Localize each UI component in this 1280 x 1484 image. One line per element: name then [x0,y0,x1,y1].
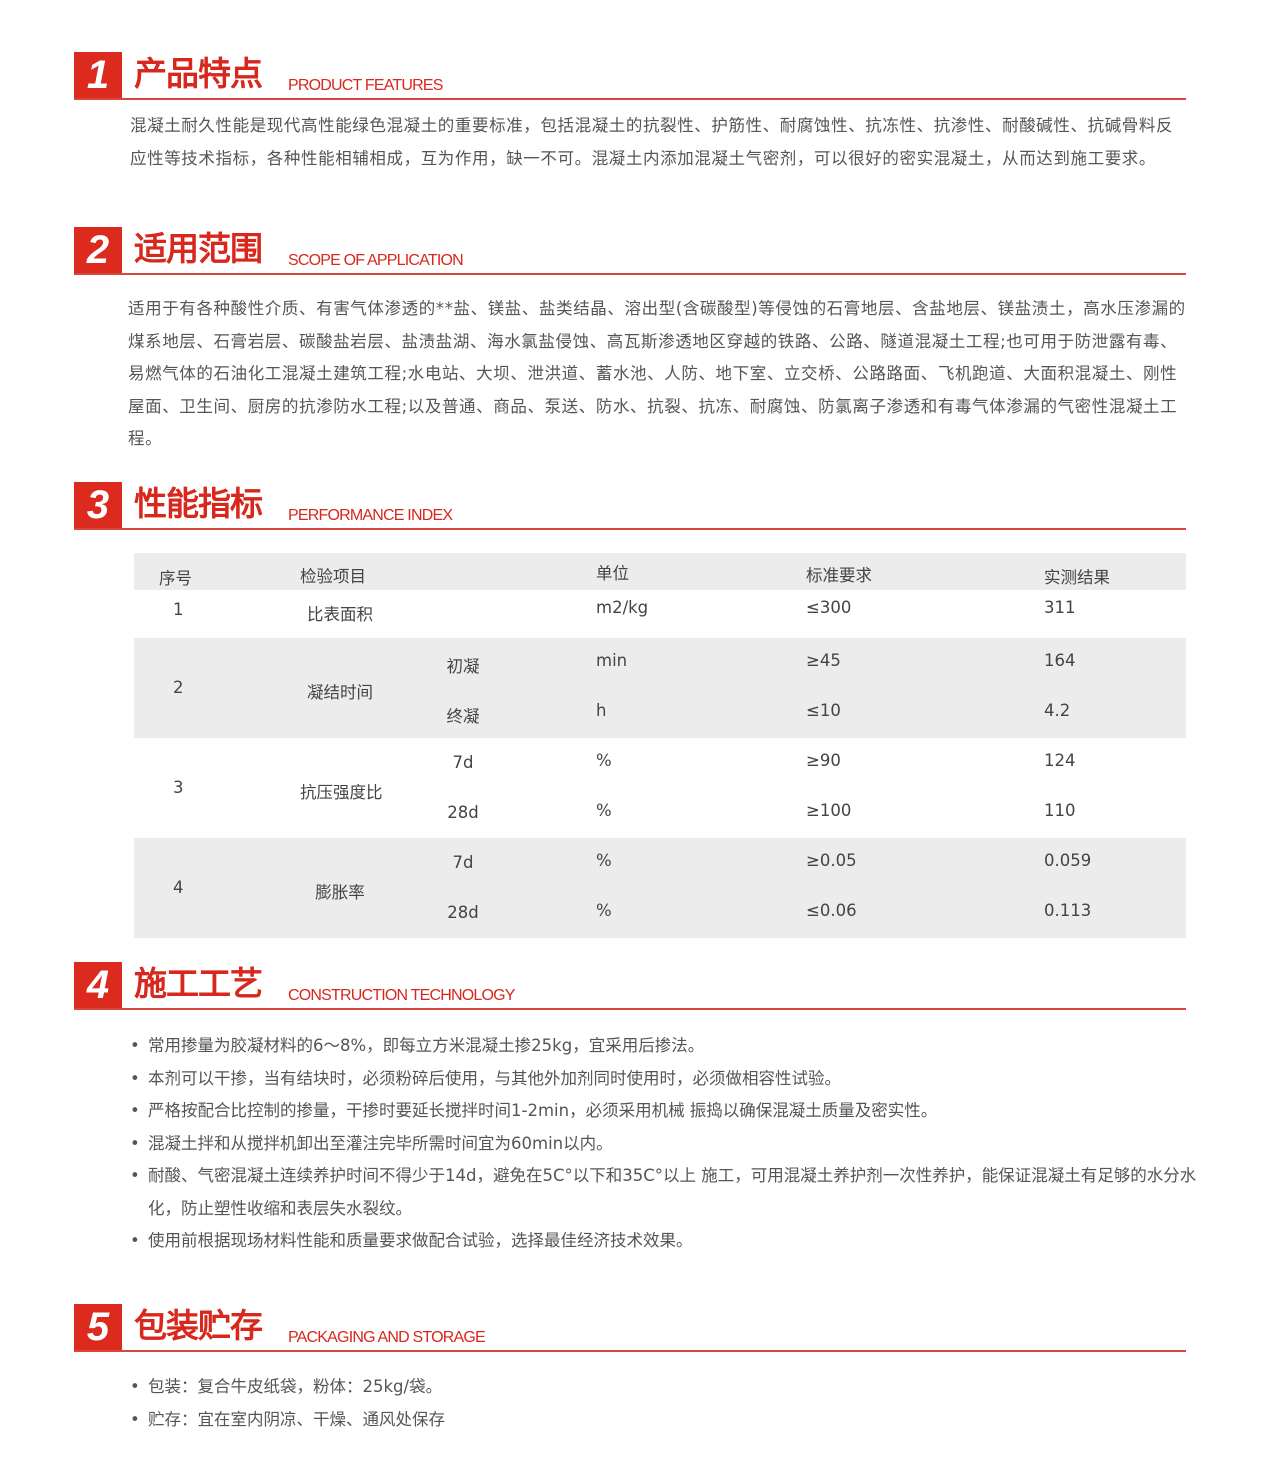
cell-result: 311 [1044,598,1076,617]
list-item: 混凝土拌和从搅拌机卸出至灌注完毕所需时间宜为60min以内。 [130,1128,1220,1161]
list-item: 耐酸、气密混凝土连续养护时间不得少于14d，避免在5C°以下和35C°以上 施工… [130,1160,1220,1225]
section-title-en: PACKAGING AND STORAGE [288,1329,486,1346]
cell-unit: h [596,701,607,720]
cell-result: 4.2 [1044,701,1071,720]
section-title-zh: 性能指标 [134,484,263,523]
header-seq: 序号 [159,569,192,588]
list-item: 使用前根据现场材料性能和质量要求做配合试验，选择最佳经济技术效果。 [130,1225,1220,1258]
section-number: 2 [74,227,122,274]
scope-text: 适用于有各种酸性介质、有害气体渗透的**盐、镁盐、盐类结晶、溶出型(含碳酸型)等… [128,299,1186,448]
cell-standard: ≤300 [806,598,852,617]
section-title-zh: 产品特点 [134,54,263,93]
cell-standard: ≥45 [806,651,841,670]
section-title-en: CONSTRUCTION TECHNOLOGY [288,987,515,1004]
cell-item: 抗压强度比 [300,783,383,802]
table-row: 2 凝结时间 初凝 min ≥45 164 终凝 h ≤10 4.2 [134,638,1186,738]
section-header-construction: 4 施工工艺 CONSTRUCTION TECHNOLOGY [74,962,1186,1010]
section-header-scope: 2 适用范围 SCOPE OF APPLICATION [74,227,1186,275]
cell-sub: 终凝 [446,707,480,726]
section-title-zh: 包装贮存 [134,1306,263,1345]
cell-item: 膨胀率 [315,883,365,902]
cell-unit: % [596,851,612,870]
table-row: 4 膨胀率 7d% ≥0.05 0.059 28d% ≤0.06 0.113 [134,838,1186,938]
cell-result: 124 [1044,751,1076,770]
cell-sub: 7d [452,853,474,872]
cell-standard: ≥0.05 [806,851,857,870]
cell-seq: 2 [173,678,184,697]
list-item: 严格按配合比控制的掺量，干掺时要延长搅拌时间1-2min，必须采用机械 振捣以确… [130,1095,1220,1128]
section-title-en: SCOPE OF APPLICATION [288,252,464,269]
divider [74,528,1186,530]
table-row: 1 比表面积 m2/kg ≤300 311 [134,590,1186,638]
section-title-en: PERFORMANCE INDEX [288,507,453,524]
header-standard: 标准要求 [806,566,872,585]
cell-item: 比表面积 [307,605,373,624]
cell-sub: 7d [452,753,474,772]
cell-result: 164 [1044,651,1076,670]
section-title-zh: 施工工艺 [134,964,263,1003]
divider [74,1008,1186,1010]
divider [74,1350,1186,1352]
cell-unit: min [596,651,628,670]
cell-result: 110 [1044,801,1076,820]
table-header-row: 序号 检验项目 单位 标准要求 实测结果 [134,553,1186,590]
list-item: 常用掺量为胶凝材料的6～8%，即每立方米混凝土掺25kg，宜采用后掺法。 [130,1030,1220,1063]
features-text: 混凝土耐久性能是现代高性能绿色混凝土的重要标准，包括混凝土的抗裂性、护筋性、耐腐… [130,116,1174,168]
performance-table: 序号 检验项目 单位 标准要求 实测结果 1 比表面积 m2/kg ≤300 311 2 凝结时间 初凝… [134,553,1186,938]
cell-result: 0.113 [1044,901,1092,920]
cell-seq: 4 [173,878,184,897]
cell-standard: ≤0.06 [806,901,857,920]
cell-item: 凝结时间 [307,683,373,702]
cell-unit: % [596,901,612,920]
cell-unit: % [596,751,612,770]
cell-sub: 初凝 [446,657,480,676]
section-number: 3 [74,482,122,529]
construction-list: 常用掺量为胶凝材料的6～8%，即每立方米混凝土掺25kg，宜采用后掺法。 本剂可… [130,1030,1220,1258]
section-header-performance: 3 性能指标 PERFORMANCE INDEX [74,482,1186,530]
section-number: 5 [74,1304,122,1351]
packaging-list: 包装：复合牛皮纸袋，粉体：25kg/袋。 贮存：宜在室内阴凉、干燥、通风处保存 [130,1371,1220,1436]
cell-sub: 28d [447,803,479,822]
section-header-packaging: 5 包装贮存 PACKAGING AND STORAGE [74,1304,1186,1352]
cell-seq: 3 [173,778,184,797]
cell-standard: ≥100 [806,801,852,820]
cell-standard: ≥90 [806,751,841,770]
section-title-en: PRODUCT FEATURES [288,77,443,94]
section-number: 4 [74,962,122,1009]
divider [74,273,1186,275]
list-item: 本剂可以干掺，当有结块时，必须粉碎后使用，与其他外加剂同时使用时，必须做相容性试… [130,1063,1220,1096]
list-item: 贮存：宜在室内阴凉、干燥、通风处保存 [130,1404,1220,1437]
cell-result: 0.059 [1044,851,1092,870]
cell-unit: % [596,801,612,820]
list-item: 包装：复合牛皮纸袋，粉体：25kg/袋。 [130,1371,1220,1404]
divider [74,98,1186,100]
section-title-zh: 适用范围 [134,229,263,268]
cell-standard: ≤10 [806,701,841,720]
cell-seq: 1 [173,600,184,619]
header-unit: 单位 [596,564,629,583]
cell-unit: m2/kg [596,598,649,617]
table-row: 3 抗压强度比 7d% ≥90 124 28d% ≥100 110 [134,738,1186,838]
section-number: 1 [74,52,122,99]
cell-sub: 28d [447,903,479,922]
header-result: 实测结果 [1044,568,1110,587]
header-item: 检验项目 [300,567,366,586]
section-header-product-features: 1 产品特点 PRODUCT FEATURES [74,52,1186,100]
